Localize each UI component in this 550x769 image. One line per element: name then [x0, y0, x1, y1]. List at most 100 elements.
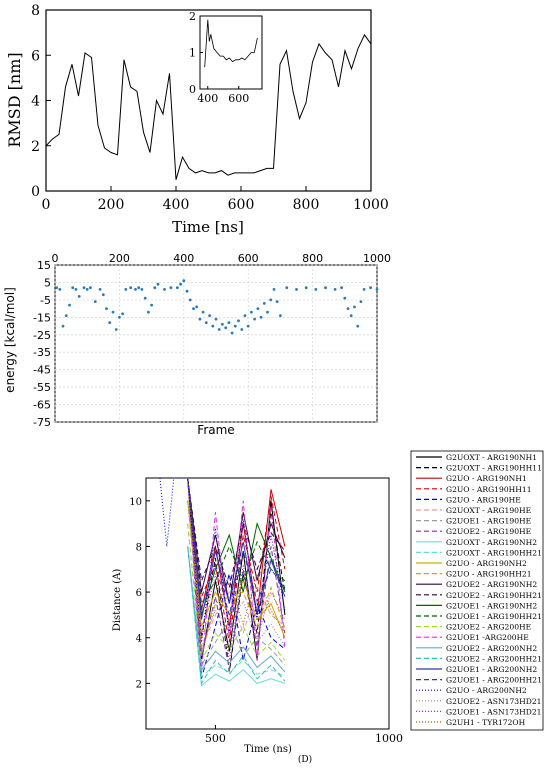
legend-entry: G2UOE1 -ARG200HE: [446, 633, 529, 642]
energy-point: [137, 286, 141, 290]
energy-point: [246, 324, 250, 328]
energy-point: [230, 331, 234, 335]
legend-entry: G2UOE1 - ARG190HH21: [446, 612, 542, 621]
distance-series-line: [187, 477, 286, 673]
energy-point: [259, 315, 263, 319]
rmsd-y-tick-label: 0: [31, 184, 40, 200]
legend-entry: G2UOE2 - ARG200HE: [446, 623, 531, 632]
distance-chart: 500 1000 2 4 6 8 10 Time (ns) Distance (A) G2…: [112, 450, 544, 755]
energy-point: [204, 321, 208, 324]
energy-point: [163, 288, 166, 291]
energy-point: [150, 303, 154, 307]
distance-y-tick-label: 6: [136, 588, 142, 599]
legend-entry: G2UOXT - ARG190NH1: [446, 453, 537, 462]
inset-x-tick-label: 400: [197, 92, 218, 105]
energy-point: [182, 279, 186, 283]
rmsd-x-tick-label: 200: [98, 197, 125, 213]
energy-y-tick-label: -15: [33, 311, 51, 324]
rmsd-x-tick-label: 1000: [353, 197, 389, 213]
distance-series-line: [187, 477, 286, 661]
distance-series-line: [187, 546, 286, 687]
energy-point: [101, 293, 105, 297]
energy-y-tick-label: -25: [33, 329, 51, 342]
energy-point: [262, 302, 266, 305]
legend-entry: G2UOE2 - ARG190HH21: [446, 591, 542, 600]
inset-x-tick-label: 600: [228, 92, 249, 105]
distance-x-tick-label: 500: [205, 732, 226, 745]
legend-entry: G2UOXT - ARG190HH11: [446, 464, 542, 473]
energy-point: [237, 319, 240, 323]
distance-series-line: [187, 477, 286, 590]
legend-entry: G2UOE1 - ASN173HD21: [446, 707, 542, 716]
energy-point: [375, 288, 379, 291]
energy-point: [227, 321, 231, 324]
rmsd-x-tick-label: 800: [293, 197, 320, 213]
legend-entry: G2UOE2 - ARG190HE: [446, 527, 531, 536]
energy-point: [279, 314, 282, 317]
energy-point: [105, 307, 108, 310]
distance-series-line: [187, 523, 286, 663]
energy-point: [201, 310, 205, 314]
rmsd-y-tick-label: 8: [31, 3, 40, 19]
rmsd-x-tick-label: 600: [228, 197, 255, 213]
energy-point: [77, 295, 81, 298]
energy-y-tick-label: -55: [33, 381, 51, 394]
inset-y-tick-label: 0: [189, 83, 196, 96]
legend-entry: G2UOE2 - ARG200NH2: [446, 644, 537, 653]
energy-point: [108, 321, 112, 324]
distance-series-line: [187, 477, 286, 679]
distance-series-line: [187, 477, 286, 643]
energy-point: [114, 328, 118, 331]
energy-point: [221, 322, 224, 326]
legend-entry: G2UOXT - ARG190HE: [446, 506, 531, 515]
legend-entry: G2UO - ARG190NH2: [446, 559, 527, 568]
energy-point: [118, 315, 121, 319]
legend-entry: G2UO - ARG190HH21: [446, 570, 532, 579]
energy-point: [253, 317, 256, 321]
distance-series-line: [187, 477, 286, 620]
rmsd-y-tick-label: 6: [31, 48, 40, 64]
energy-point: [188, 298, 192, 302]
figure-caption: (D): [298, 754, 312, 765]
energy-point: [346, 307, 350, 310]
legend-entry: G2UH1 - TYR172OH: [446, 718, 526, 727]
energy-point: [121, 312, 124, 316]
distance-y-tick-label: 4: [136, 634, 142, 645]
energy-point: [111, 310, 115, 314]
legend-entry: G2UO - ARG190HH11: [446, 485, 532, 494]
distance-legend: [410, 450, 544, 731]
energy-y-axis-label: energy [kcal/mol]: [3, 287, 17, 393]
energy-point: [356, 324, 360, 328]
energy-point: [208, 314, 212, 317]
energy-point: [233, 324, 237, 328]
legend-entry: G2UOE1 - ARG200NH2: [446, 665, 537, 674]
energy-point: [55, 286, 58, 290]
inset-y-tick-label: 2: [189, 10, 196, 23]
energy-point: [224, 326, 228, 330]
energy-point: [71, 286, 75, 290]
energy-point: [243, 314, 247, 317]
rmsd-x-tick-label: 400: [163, 197, 190, 213]
energy-point: [89, 286, 92, 290]
energy-point: [240, 328, 244, 331]
energy-point: [64, 314, 68, 317]
rmsd-y-tick-label: 4: [31, 94, 40, 110]
energy-point: [156, 282, 160, 286]
energy-point: [134, 288, 137, 291]
rmsd-y-tick-label: 2: [31, 139, 40, 155]
distance-plot-frame: [145, 477, 390, 730]
distance-series-line: [187, 500, 286, 648]
energy-point: [68, 303, 71, 307]
legend-entry: G2UOXT - ARG190HH21: [446, 548, 542, 557]
energy-point: [147, 310, 150, 314]
energy-point: [214, 317, 218, 321]
energy-point: [266, 310, 269, 314]
distance-series-line: [187, 523, 286, 667]
energy-point: [304, 286, 308, 290]
distance-y-tick-label: 2: [136, 679, 142, 690]
distance-series-line: [187, 500, 286, 650]
energy-point: [176, 286, 179, 290]
energy-x-axis-label: Frame: [197, 423, 234, 437]
energy-point: [143, 296, 147, 300]
